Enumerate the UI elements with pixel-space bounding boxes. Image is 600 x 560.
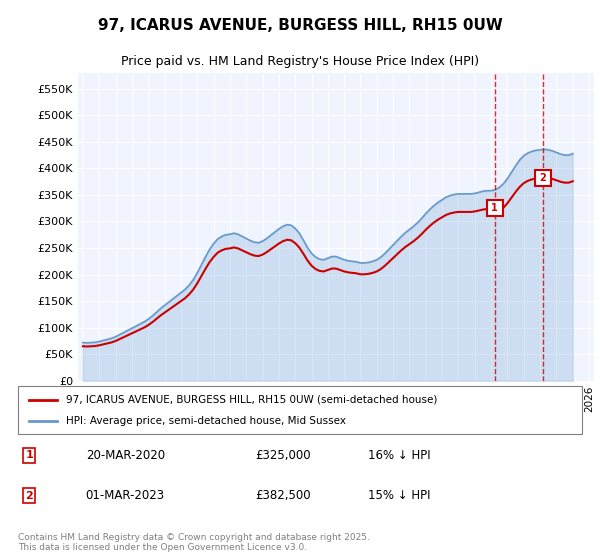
Text: Price paid vs. HM Land Registry's House Price Index (HPI): Price paid vs. HM Land Registry's House … xyxy=(121,55,479,68)
Text: £382,500: £382,500 xyxy=(255,489,311,502)
FancyBboxPatch shape xyxy=(18,386,582,434)
Text: 16% ↓ HPI: 16% ↓ HPI xyxy=(368,449,430,462)
Text: 2: 2 xyxy=(539,172,546,183)
Text: 1: 1 xyxy=(25,450,33,460)
Text: 1: 1 xyxy=(491,203,498,213)
Text: 20-MAR-2020: 20-MAR-2020 xyxy=(86,449,165,462)
Text: Contains HM Land Registry data © Crown copyright and database right 2025.
This d: Contains HM Land Registry data © Crown c… xyxy=(18,533,370,552)
Text: 2: 2 xyxy=(25,491,33,501)
Text: £325,000: £325,000 xyxy=(255,449,311,462)
Text: HPI: Average price, semi-detached house, Mid Sussex: HPI: Average price, semi-detached house,… xyxy=(66,416,346,426)
Text: 15% ↓ HPI: 15% ↓ HPI xyxy=(368,489,430,502)
Text: 97, ICARUS AVENUE, BURGESS HILL, RH15 0UW (semi-detached house): 97, ICARUS AVENUE, BURGESS HILL, RH15 0U… xyxy=(66,395,437,405)
Text: 01-MAR-2023: 01-MAR-2023 xyxy=(86,489,165,502)
Text: 97, ICARUS AVENUE, BURGESS HILL, RH15 0UW: 97, ICARUS AVENUE, BURGESS HILL, RH15 0U… xyxy=(98,18,502,33)
